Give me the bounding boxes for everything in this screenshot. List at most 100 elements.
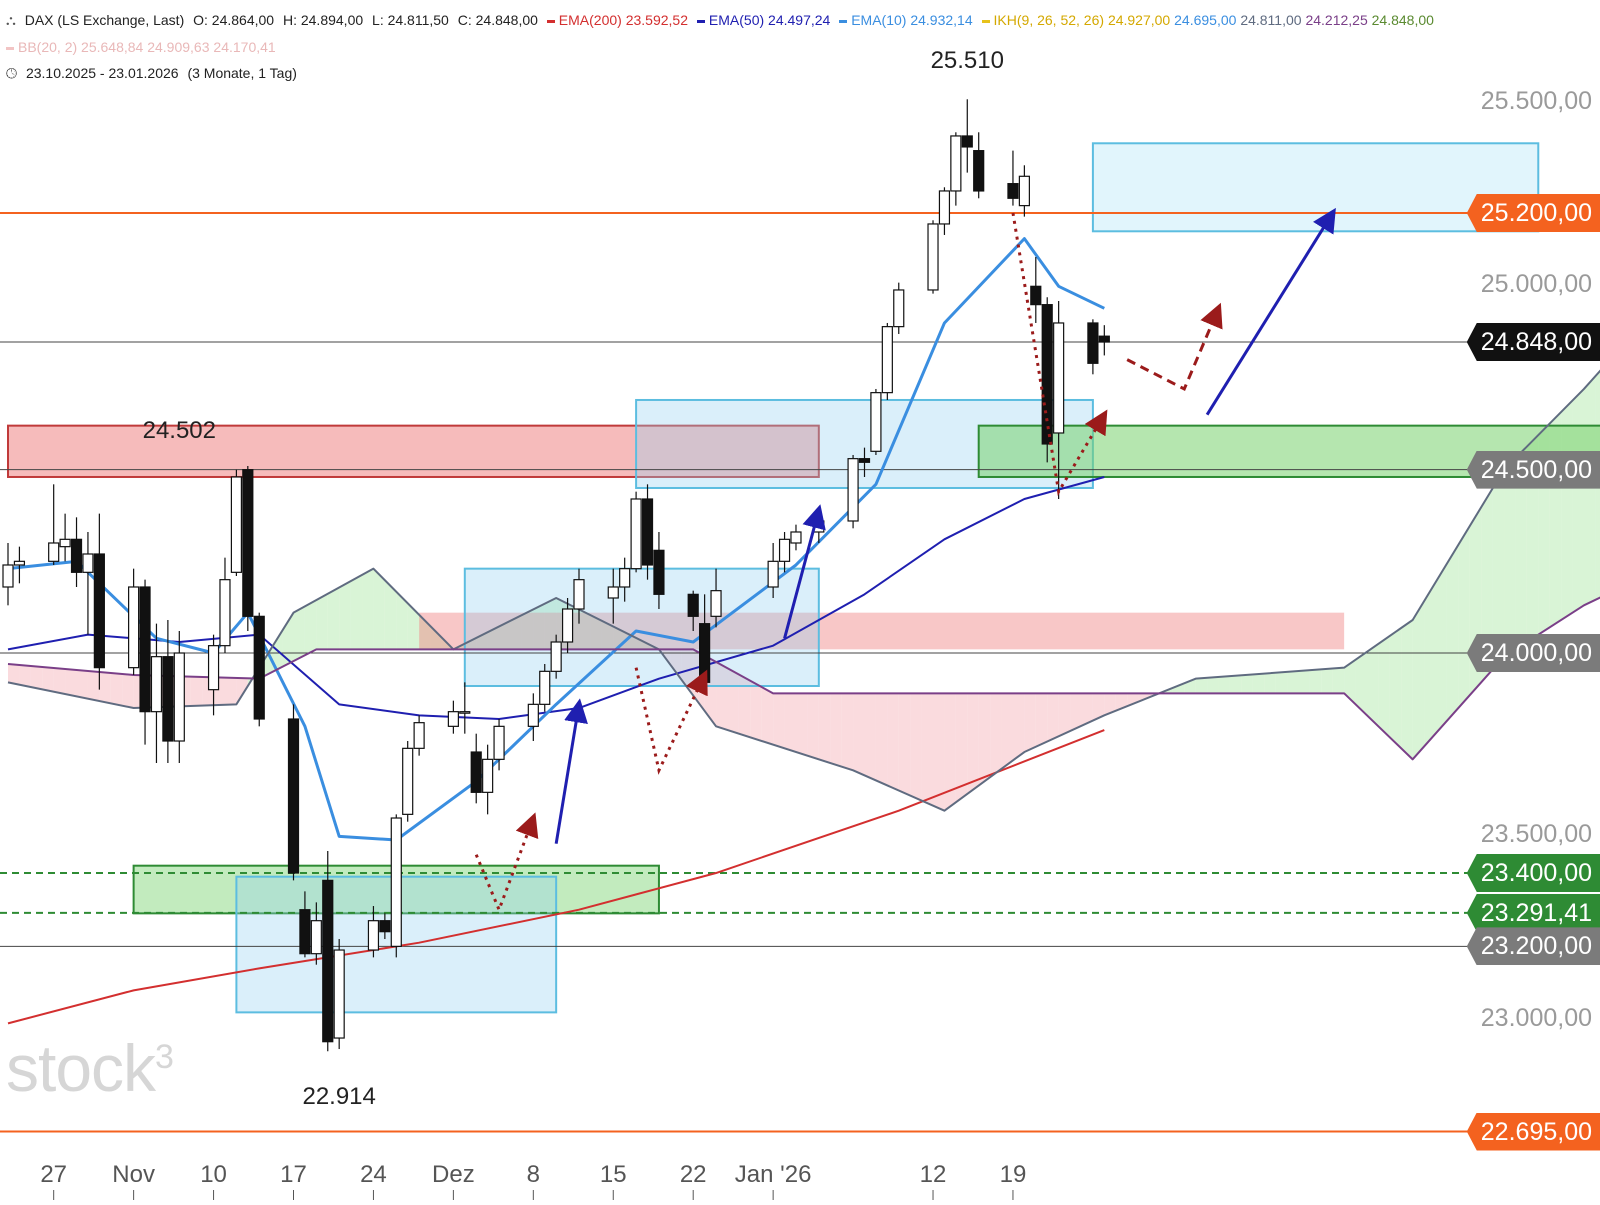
ichimoku-cloud-segment bbox=[990, 693, 1002, 778]
candle-down bbox=[70, 538, 83, 573]
ichimoku-cloud-segment bbox=[1435, 563, 1447, 734]
x-tick-label: 12 bbox=[919, 1161, 947, 1188]
ichimoku-cloud-segment bbox=[1332, 667, 1345, 694]
ichimoku-cloud-segment bbox=[1583, 376, 1596, 606]
candle-down bbox=[1041, 304, 1053, 445]
candle-up bbox=[561, 608, 574, 643]
ichimoku-cloud-segment bbox=[590, 615, 602, 650]
ichimoku-cloud-segment bbox=[350, 574, 363, 650]
ichimoku-cloud-segment bbox=[727, 668, 739, 734]
ichimoku-cloud-segment bbox=[1172, 683, 1185, 694]
ichimoku-cloud-segment bbox=[76, 670, 88, 699]
ichimoku-cloud-segment bbox=[1081, 693, 1093, 726]
ichimoku-cloud-segment bbox=[190, 676, 203, 706]
candle-up bbox=[539, 670, 551, 705]
ichimoku-cloud-segment bbox=[396, 591, 408, 650]
candle-down bbox=[1098, 335, 1110, 343]
ichimoku-cloud-segment bbox=[373, 568, 385, 650]
candle-up bbox=[767, 560, 779, 588]
ichimoku-cloud-segment bbox=[1024, 693, 1036, 753]
ichimoku-cloud-segment bbox=[1572, 388, 1584, 613]
ichimoku-cloud-segment bbox=[510, 615, 522, 650]
candle-up bbox=[173, 652, 185, 742]
ichimoku-cloud-segment bbox=[1092, 693, 1105, 721]
candle-up bbox=[1053, 322, 1065, 434]
price-annotation: 24.502 bbox=[142, 416, 216, 444]
candle-down bbox=[287, 718, 300, 874]
candle-down bbox=[470, 751, 482, 793]
ichimoku-cloud-segment bbox=[1218, 676, 1230, 694]
candle-up bbox=[710, 590, 722, 617]
candle-up bbox=[48, 542, 60, 562]
legend-row-range: 🕓︎ 23.10.2025 - 23.01.2026 (3 Monate, 1 … bbox=[6, 65, 302, 82]
price-zone bbox=[7, 424, 820, 478]
candle-up bbox=[82, 553, 94, 573]
candle-up bbox=[630, 498, 642, 570]
ema-50-line bbox=[7, 476, 1105, 721]
legend-ema10: EMA(10) 24.932,14 bbox=[839, 12, 973, 28]
x-tick-label: Jan '26 bbox=[734, 1161, 812, 1188]
candle-up bbox=[493, 725, 505, 760]
ichimoku-cloud-segment bbox=[430, 626, 442, 650]
ichimoku-cloud-segment bbox=[42, 667, 54, 692]
ichimoku-cloud-segment bbox=[1515, 446, 1527, 650]
y-tick-label: 25.500,00 bbox=[1480, 86, 1592, 115]
legend-bb: BB(20, 2) 25.648,84 24.909,63 24.170,41 bbox=[6, 39, 276, 55]
ichimoku-cloud-segment bbox=[122, 674, 134, 709]
ichimoku-cloud-segment bbox=[807, 693, 819, 760]
ichimoku-cloud-segment bbox=[236, 678, 248, 705]
candle-down bbox=[322, 879, 334, 1043]
ichimoku-cloud-segment bbox=[875, 693, 888, 786]
x-tick-label: Nov bbox=[112, 1161, 155, 1188]
price-tag: 22.695,00 bbox=[1466, 1112, 1600, 1151]
ichimoku-cloud-segment bbox=[1035, 693, 1048, 747]
clock-icon: 🕓︎ bbox=[6, 65, 18, 81]
ichimoku-cloud-segment bbox=[636, 637, 648, 650]
price-tag: 25.200,00 bbox=[1466, 193, 1600, 232]
ichimoku-cloud-segment bbox=[921, 693, 934, 806]
ichimoku-cloud-segment bbox=[898, 693, 911, 796]
date-period: (3 Monate, 1 Tag) bbox=[187, 65, 297, 81]
ichimoku-cloud-segment bbox=[1481, 488, 1493, 683]
candle-up bbox=[219, 579, 231, 647]
ohlc-high: H: 24.894,00 bbox=[282, 12, 364, 28]
ichimoku-cloud-segment bbox=[864, 693, 876, 781]
ichimoku-cloud-segment bbox=[1309, 669, 1322, 694]
x-tick-label: 19 bbox=[999, 1161, 1027, 1188]
ichimoku-cloud-segment bbox=[955, 693, 968, 803]
ichimoku-cloud-segment bbox=[316, 593, 328, 650]
candle-up bbox=[527, 703, 539, 727]
ichimoku-cloud-segment bbox=[818, 693, 831, 764]
ema-200-line bbox=[7, 729, 1105, 1025]
candle-up bbox=[1018, 175, 1030, 207]
ichimoku-cloud-segment bbox=[19, 665, 31, 688]
candle-up bbox=[573, 579, 585, 610]
ichimoku-cloud-segment bbox=[841, 693, 854, 771]
candle-up bbox=[881, 326, 893, 394]
forecast-arrow bbox=[783, 504, 826, 639]
ichimoku-cloud-segment bbox=[887, 693, 899, 791]
ichimoku-cloud-segment bbox=[339, 581, 351, 650]
x-tick-label: 17 bbox=[280, 1161, 307, 1188]
ohlc-open: O: 24.864,00 bbox=[193, 12, 275, 28]
ichimoku-cloud-segment bbox=[1047, 693, 1059, 742]
ichimoku-cloud-segment bbox=[1275, 671, 1288, 694]
ichimoku-cloud-segment bbox=[293, 606, 305, 662]
price-zone bbox=[463, 567, 820, 688]
ichimoku-cloud-segment bbox=[1355, 651, 1367, 716]
ichimoku-cloud-segment bbox=[1492, 469, 1505, 670]
candle-down bbox=[699, 623, 711, 683]
forecast-arrow bbox=[1205, 207, 1336, 416]
ichimoku-cloud-segment bbox=[544, 597, 557, 650]
ichimoku-cloud-segment bbox=[716, 661, 728, 731]
candle-up bbox=[790, 531, 802, 544]
ichimoku-cloud-segment bbox=[99, 672, 111, 704]
candle-up bbox=[390, 817, 402, 947]
ichimoku-cloud-segment bbox=[1229, 675, 1242, 694]
ichimoku-cloud-segment bbox=[65, 669, 77, 697]
candle-up bbox=[413, 722, 425, 749]
ichimoku-cloud-segment bbox=[8, 664, 20, 685]
forecast-arrow bbox=[554, 698, 588, 844]
